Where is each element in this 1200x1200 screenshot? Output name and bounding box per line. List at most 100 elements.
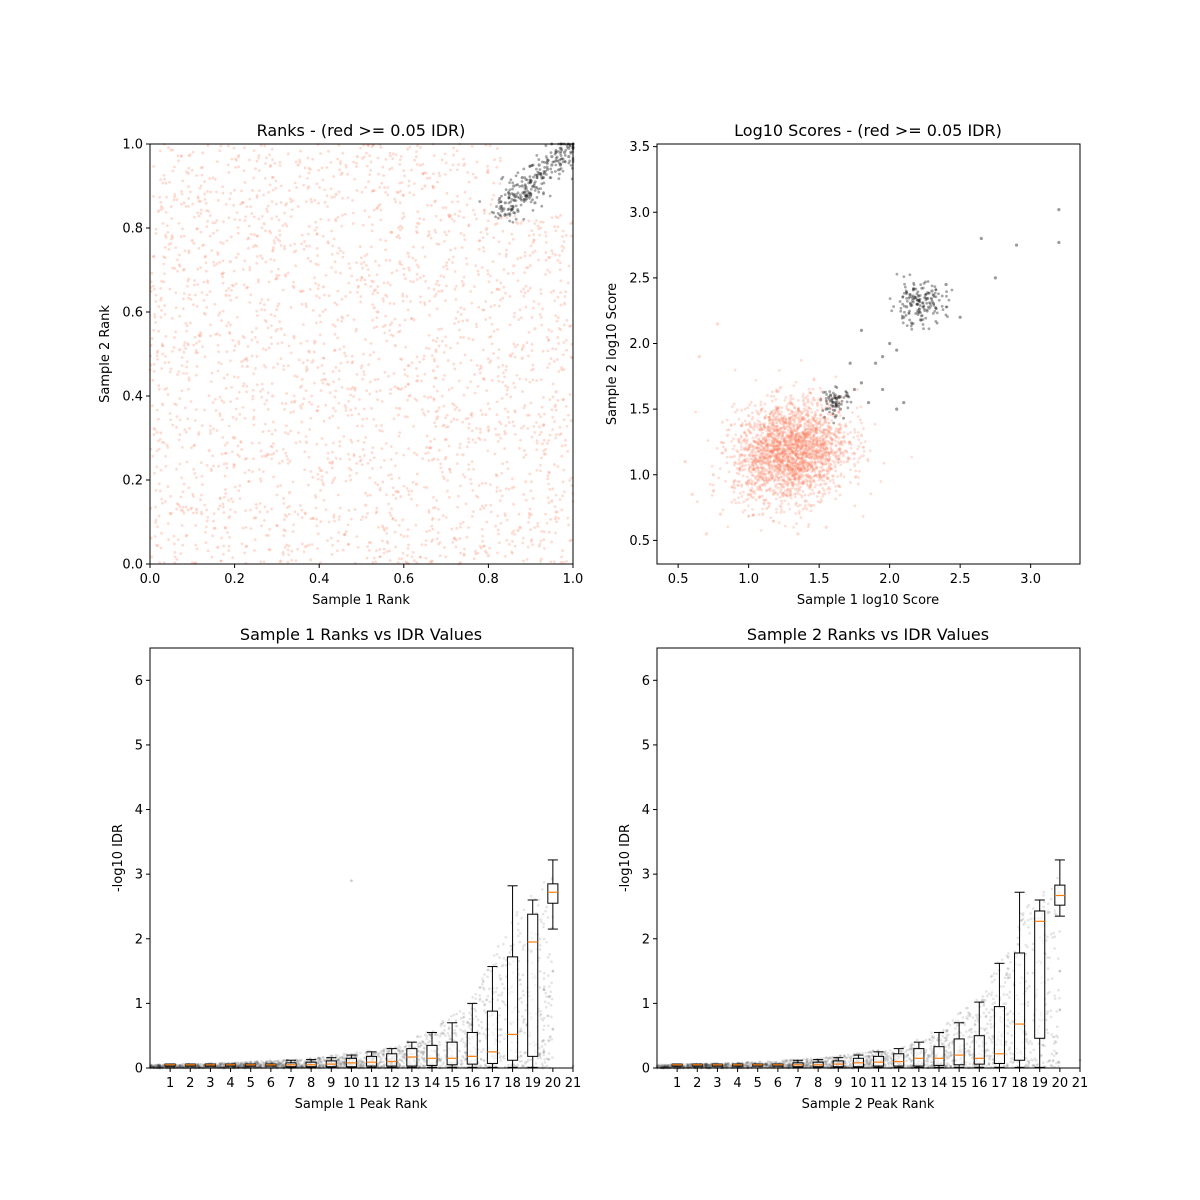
data-point	[159, 286, 163, 290]
data-point	[206, 189, 209, 193]
data-point	[362, 352, 365, 356]
data-point	[275, 524, 279, 527]
data-point	[442, 423, 446, 427]
data-point	[385, 339, 389, 343]
data-point	[486, 425, 490, 429]
data-point	[286, 457, 290, 461]
data-point	[753, 421, 757, 425]
data-point	[346, 387, 350, 391]
data-point	[415, 150, 418, 154]
data-point	[404, 385, 408, 389]
data-point	[467, 224, 471, 228]
data-point	[216, 343, 220, 347]
data-point	[853, 428, 857, 431]
data-point	[361, 223, 365, 227]
data-point	[434, 282, 438, 286]
data-point	[564, 290, 568, 294]
data-point	[791, 437, 795, 441]
data-point	[818, 422, 821, 426]
data-point	[389, 514, 393, 518]
data-point	[474, 549, 477, 553]
data-point	[489, 503, 493, 507]
data-point	[153, 313, 157, 316]
data-point	[775, 507, 778, 511]
data-point	[218, 311, 222, 315]
data-point	[776, 448, 780, 452]
data-point	[217, 313, 221, 317]
data-point	[806, 448, 809, 452]
data-point	[447, 229, 451, 233]
data-point	[224, 452, 228, 455]
data-point	[568, 393, 572, 396]
data-point	[795, 501, 798, 505]
data-point	[287, 544, 291, 548]
data-point	[442, 351, 446, 354]
data-point	[561, 494, 564, 498]
data-point	[791, 466, 794, 470]
data-point	[526, 265, 530, 269]
data-point	[310, 403, 314, 406]
data-point	[568, 159, 572, 163]
data-point	[292, 394, 296, 398]
data-point	[518, 525, 522, 529]
data-point	[456, 194, 459, 198]
data-point	[202, 299, 206, 302]
data-point	[164, 335, 168, 338]
data-point	[279, 559, 283, 563]
data-point	[293, 181, 297, 185]
data-point	[760, 426, 764, 430]
data-point	[222, 271, 226, 275]
data-point	[298, 440, 302, 444]
data-point	[511, 187, 514, 191]
data-point	[736, 467, 739, 470]
data-point	[860, 421, 863, 425]
data-point	[916, 309, 920, 313]
data-point	[563, 490, 566, 494]
data-point	[167, 248, 171, 251]
data-point	[763, 416, 767, 420]
data-point	[171, 316, 174, 320]
data-point	[740, 408, 744, 412]
data-point	[320, 437, 324, 440]
data-point	[260, 298, 264, 301]
data-point	[437, 448, 441, 452]
data-point	[461, 520, 465, 524]
data-point	[518, 446, 521, 450]
data-point	[238, 218, 242, 222]
data-point	[315, 321, 318, 325]
data-point	[796, 489, 800, 493]
data-point	[199, 266, 203, 270]
data-point	[837, 436, 841, 440]
data-point	[393, 197, 397, 201]
data-point	[276, 238, 280, 241]
data-point	[750, 479, 754, 483]
data-point	[376, 398, 379, 402]
data-point	[761, 466, 765, 470]
data-point	[559, 560, 563, 564]
data-point	[331, 244, 335, 248]
data-point	[814, 451, 818, 455]
data-point	[482, 308, 486, 312]
data-point	[334, 192, 338, 196]
data-point	[259, 449, 263, 453]
data-point	[807, 485, 811, 489]
data-point	[862, 427, 865, 430]
data-point	[754, 440, 758, 444]
data-point	[193, 472, 197, 475]
data-point	[207, 394, 211, 398]
data-point	[367, 215, 371, 219]
data-point	[827, 491, 831, 494]
data-point	[553, 505, 557, 508]
data-point	[200, 166, 204, 169]
data-point	[252, 233, 256, 236]
data-point	[866, 400, 871, 405]
data-point	[694, 410, 697, 414]
data-point	[324, 508, 328, 512]
data-point	[782, 425, 786, 429]
data-point	[492, 329, 496, 333]
data-point	[149, 280, 153, 284]
data-point	[476, 551, 480, 555]
data-point	[535, 468, 539, 472]
data-point	[539, 220, 543, 224]
data-point	[280, 459, 284, 463]
